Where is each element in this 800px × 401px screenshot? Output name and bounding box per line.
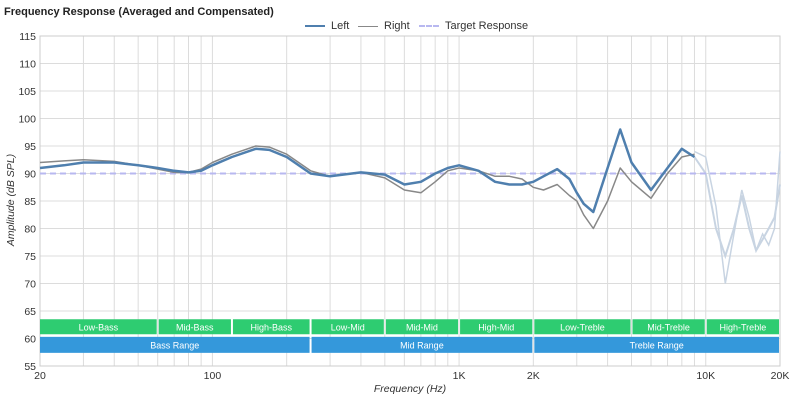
y-tick-label: 55 [24, 361, 36, 373]
y-tick-label: 85 [24, 196, 36, 208]
plot-frame [39, 35, 781, 367]
legend-left: Left [305, 20, 349, 32]
legend-right-label: Right [384, 20, 410, 32]
band-mid-treble [632, 319, 705, 335]
chart-title: Frequency Response (Averaged and Compens… [4, 6, 274, 18]
legend-target-label: Target Response [445, 20, 529, 32]
band-label: Low-Treble [560, 322, 605, 332]
legend-left-label: Left [331, 20, 350, 32]
x-tick-label: 10K [696, 370, 715, 382]
band-label: Mid-Treble [647, 322, 690, 332]
x-tick-label: 100 [204, 370, 222, 382]
y-tick-label: 95 [24, 141, 36, 153]
y-axis-title: Amplitude (dB SPL) [5, 154, 17, 247]
x-tick-label: 20 [34, 370, 46, 382]
band-label: Bass Range [150, 340, 199, 350]
band-label: Mid Range [400, 340, 444, 350]
x-axis-title: Frequency (Hz) [374, 383, 446, 395]
band-label: High-Mid [478, 322, 514, 332]
y-tick-label: 80 [24, 224, 36, 236]
band-label: Treble Range [630, 340, 684, 350]
y-tick-label: 110 [19, 59, 36, 71]
legend-right-swatch [358, 25, 378, 27]
y-tick-label: 60 [24, 334, 36, 346]
band-label: Low-Bass [79, 322, 119, 332]
y-tick-label: 70 [24, 279, 36, 291]
y-tick-label: 105 [18, 86, 36, 98]
left-tail-line [693, 156, 781, 260]
band-high-mid [460, 319, 533, 335]
x-tick-label: 1K [453, 370, 466, 382]
y-tick-label: 90 [24, 169, 36, 181]
y-tick-label: 65 [24, 306, 36, 318]
band-mid-range [311, 336, 533, 353]
band-mid-bass [158, 319, 231, 335]
band-low-treble [534, 319, 631, 335]
axis-ticks: 55 60 65 70 75 80 85 90 95 100 105 110 115 20 100 1K 2K 1… [18, 31, 789, 382]
legend-right: Right [358, 20, 410, 32]
band-mid-mid [385, 319, 459, 335]
band-treble-range [534, 336, 779, 353]
y-tick-label: 75 [24, 251, 36, 263]
y-tick-label: 115 [19, 31, 36, 43]
left-line [39, 128, 696, 214]
legend-target: Target Response [419, 20, 528, 32]
y-tick-label: 100 [18, 114, 36, 126]
legend-left-swatch [305, 25, 325, 27]
band-label: Low-Mid [331, 322, 365, 332]
x-tick-label: 2K [527, 370, 540, 382]
x-tick-label: 20K [771, 370, 790, 382]
band-low-mid [311, 319, 384, 335]
band-bass-range [40, 336, 310, 353]
series-lines [39, 128, 781, 284]
right-tail-line [694, 150, 781, 284]
band-label: Mid-Bass [176, 322, 214, 332]
band-high-bass [232, 319, 310, 335]
band-label: High-Bass [250, 322, 292, 332]
grid [39, 35, 781, 367]
band-low-bass [40, 319, 157, 335]
band-label: High-Treble [720, 322, 767, 332]
band-high-treble [706, 319, 779, 335]
band-label: Mid-Mid [406, 322, 438, 332]
legend-target-swatch [419, 25, 439, 27]
range-bands: Low-Bass Mid-Bass High-Bass Low-Mid Mid-Mid H… [40, 319, 779, 353]
